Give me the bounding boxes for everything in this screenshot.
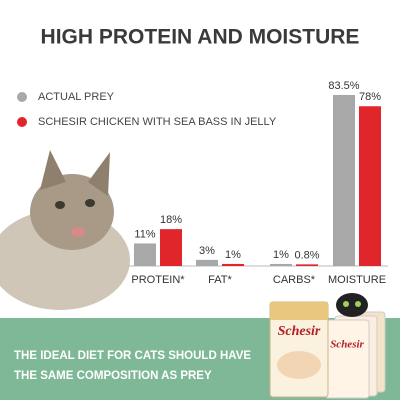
value-label: 11% (134, 228, 155, 240)
bar (222, 263, 244, 266)
value-label: 1% (225, 249, 241, 261)
x-tick-label: FAT* (208, 274, 232, 286)
value-label: 83.5% (328, 80, 359, 92)
value-label: 1% (273, 249, 289, 261)
bar (160, 229, 182, 266)
bar (333, 95, 355, 266)
legend-marker (17, 92, 27, 102)
x-tick-label: CARBS* (273, 274, 316, 286)
x-tick-label: PROTEIN* (131, 274, 185, 286)
bar (359, 106, 381, 266)
x-tick-label: MOISTURE (328, 274, 386, 286)
value-label: 0.8% (294, 249, 319, 261)
footer-line: THE SAME COMPOSITION AS PREY (14, 370, 212, 382)
bar (270, 263, 292, 266)
value-label: 78% (359, 91, 381, 103)
value-label: 18% (160, 214, 182, 226)
legend-label: SCHESIR CHICKEN WITH SEA BASS IN JELLY (38, 116, 277, 128)
cat-illustration (0, 150, 130, 310)
product-packs: Schesir Schesir (269, 293, 386, 399)
legend-label: ACTUAL PREY (38, 91, 115, 103)
chart-title: HIGH PROTEIN AND MOISTURE (41, 26, 360, 49)
brand-label: Schesir (330, 339, 364, 351)
brand-label: Schesir (278, 324, 321, 339)
bar (134, 243, 156, 266)
value-label: 3% (199, 245, 215, 257)
bar (196, 259, 218, 266)
footer-line: THE IDEAL DIET FOR CATS SHOULD HAVE (14, 350, 251, 362)
bar (296, 264, 318, 266)
legend-marker (17, 117, 27, 127)
